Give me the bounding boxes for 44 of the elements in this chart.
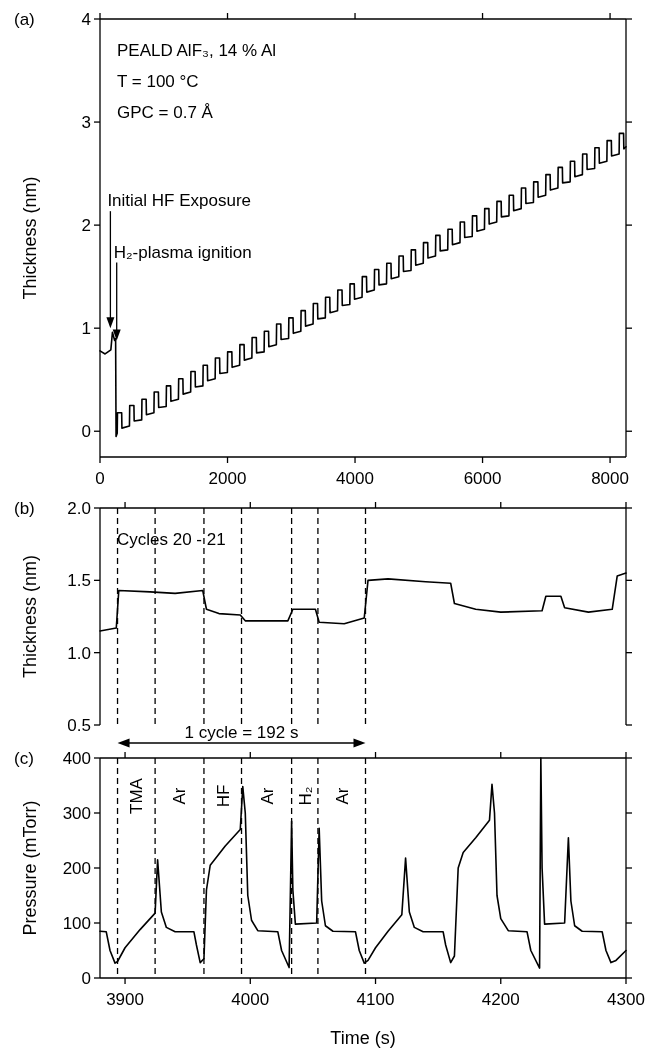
x-tick-label: 2000 <box>208 469 247 488</box>
y-tick-label: 1 <box>81 319 91 339</box>
annotation: Cycles 20 - 21 <box>117 530 226 549</box>
y-tick-label: 4 <box>81 9 91 29</box>
annotation: T = 100 °C <box>117 72 199 91</box>
x-tick-label: 6000 <box>463 469 502 488</box>
x-axis-title: Time (s) <box>330 1028 396 1048</box>
y-tick-label: 3 <box>81 113 91 133</box>
annotation: H₂ <box>295 786 315 806</box>
y-axis-title: Thickness (nm) <box>20 176 40 300</box>
y-tick-label: 200 <box>62 858 91 878</box>
x-tick-label: 4000 <box>336 469 374 488</box>
x-tick-label: 8000 <box>591 469 629 488</box>
x-tick-label: 3900 <box>106 990 144 1009</box>
annotation: PEALD AlF₃, 14 % Al <box>117 41 277 60</box>
annotation: HF <box>213 784 233 808</box>
y-axis-title: Thickness (nm) <box>20 554 40 679</box>
annotation: Initial HF Exposure <box>107 191 252 211</box>
chart-title: (c) <box>14 748 34 768</box>
y-tick-label: 2 <box>81 216 91 236</box>
y-axis-title: Pressure (mTorr) <box>20 800 40 936</box>
annotation: 1 cycle = 192 s <box>184 723 299 742</box>
chart-title: (b) <box>14 498 35 518</box>
y-tick-label: 0.5 <box>67 715 91 735</box>
annotation: H₂-plasma ignition <box>113 242 252 262</box>
y-tick-label: 100 <box>62 913 91 933</box>
y-tick-label: 1.0 <box>67 643 91 663</box>
x-tick-label: 4000 <box>231 990 270 1009</box>
annotation: TMA <box>127 777 147 814</box>
chart-title: (a) <box>14 9 35 29</box>
y-tick-label: 2.0 <box>67 498 91 518</box>
annotation: Ar <box>332 787 352 805</box>
x-tick-label: 4300 <box>607 990 645 1009</box>
x-tick-label: 0 <box>95 469 105 488</box>
y-tick-label: 400 <box>62 748 91 768</box>
y-tick-label: 300 <box>62 803 91 823</box>
annotation: GPC = 0.7 Å <box>117 103 214 122</box>
annotation: Ar <box>257 787 277 805</box>
annotation: Ar <box>170 787 190 805</box>
y-tick-label: 1.5 <box>67 571 91 591</box>
y-tick-label: 0 <box>81 422 91 442</box>
y-tick-label: 0 <box>81 968 91 988</box>
x-tick-label: 4100 <box>356 990 395 1009</box>
x-tick-label: 4200 <box>481 990 520 1009</box>
